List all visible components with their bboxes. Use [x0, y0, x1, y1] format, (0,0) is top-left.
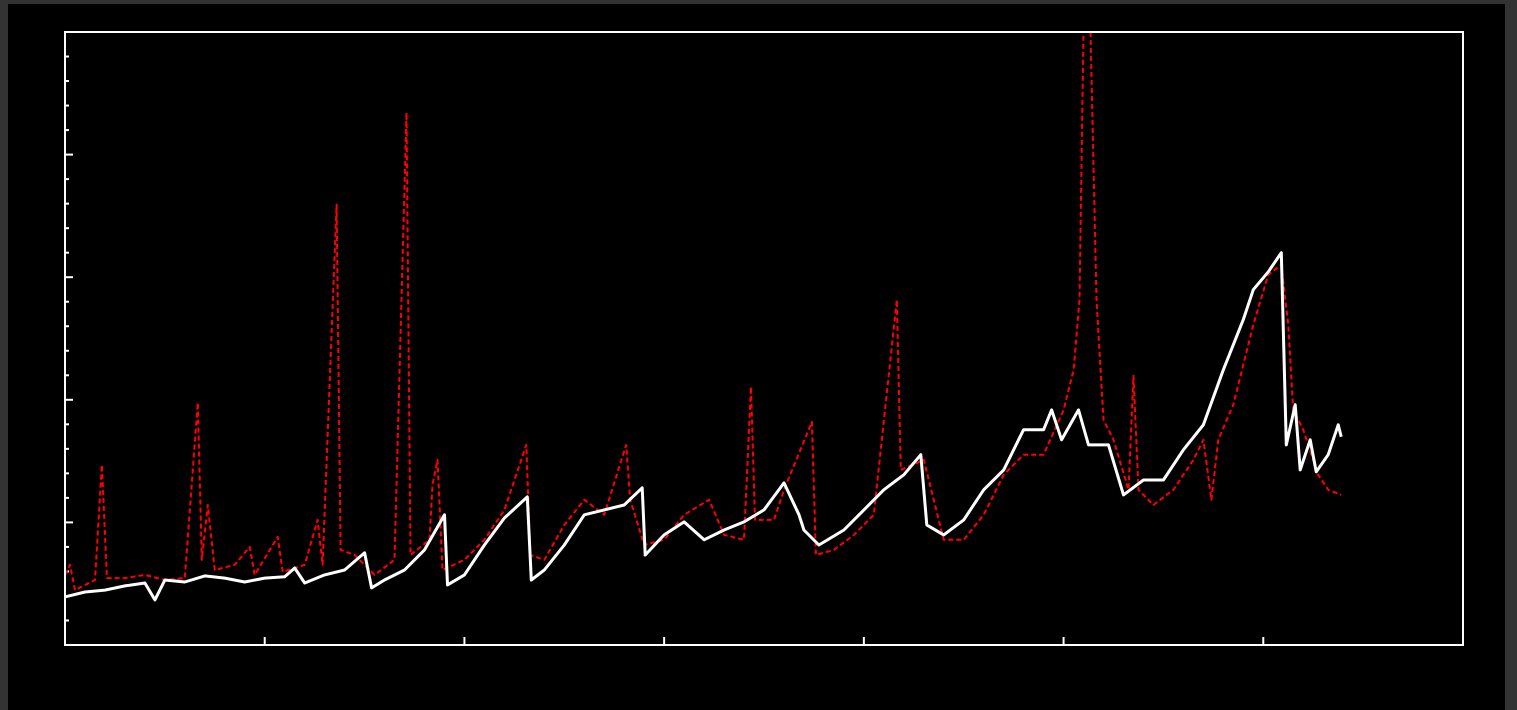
plot-area — [65, 32, 1343, 602]
series-line — [65, 32, 1342, 592]
series-line — [65, 251, 1343, 602]
chart-background — [8, 4, 1505, 710]
axes-frame — [64, 31, 1464, 646]
